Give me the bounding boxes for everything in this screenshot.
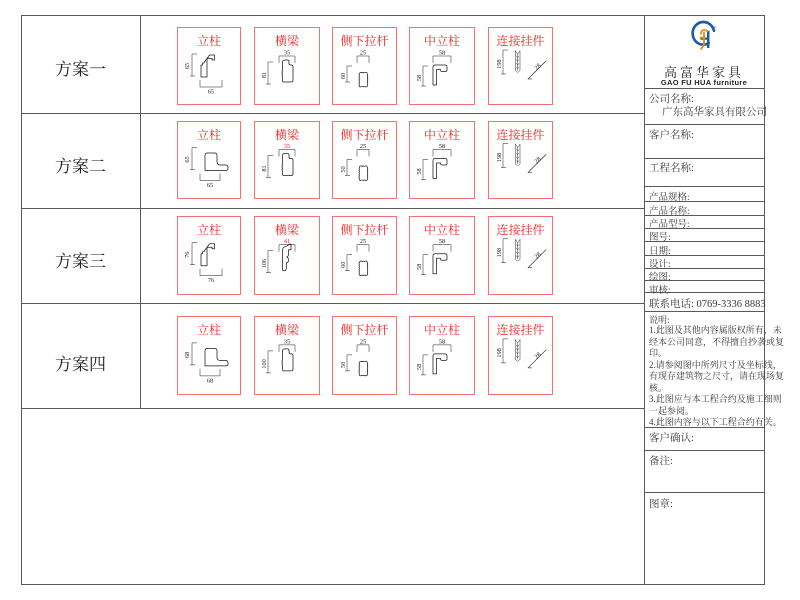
svg-text:R: R	[715, 26, 716, 28]
